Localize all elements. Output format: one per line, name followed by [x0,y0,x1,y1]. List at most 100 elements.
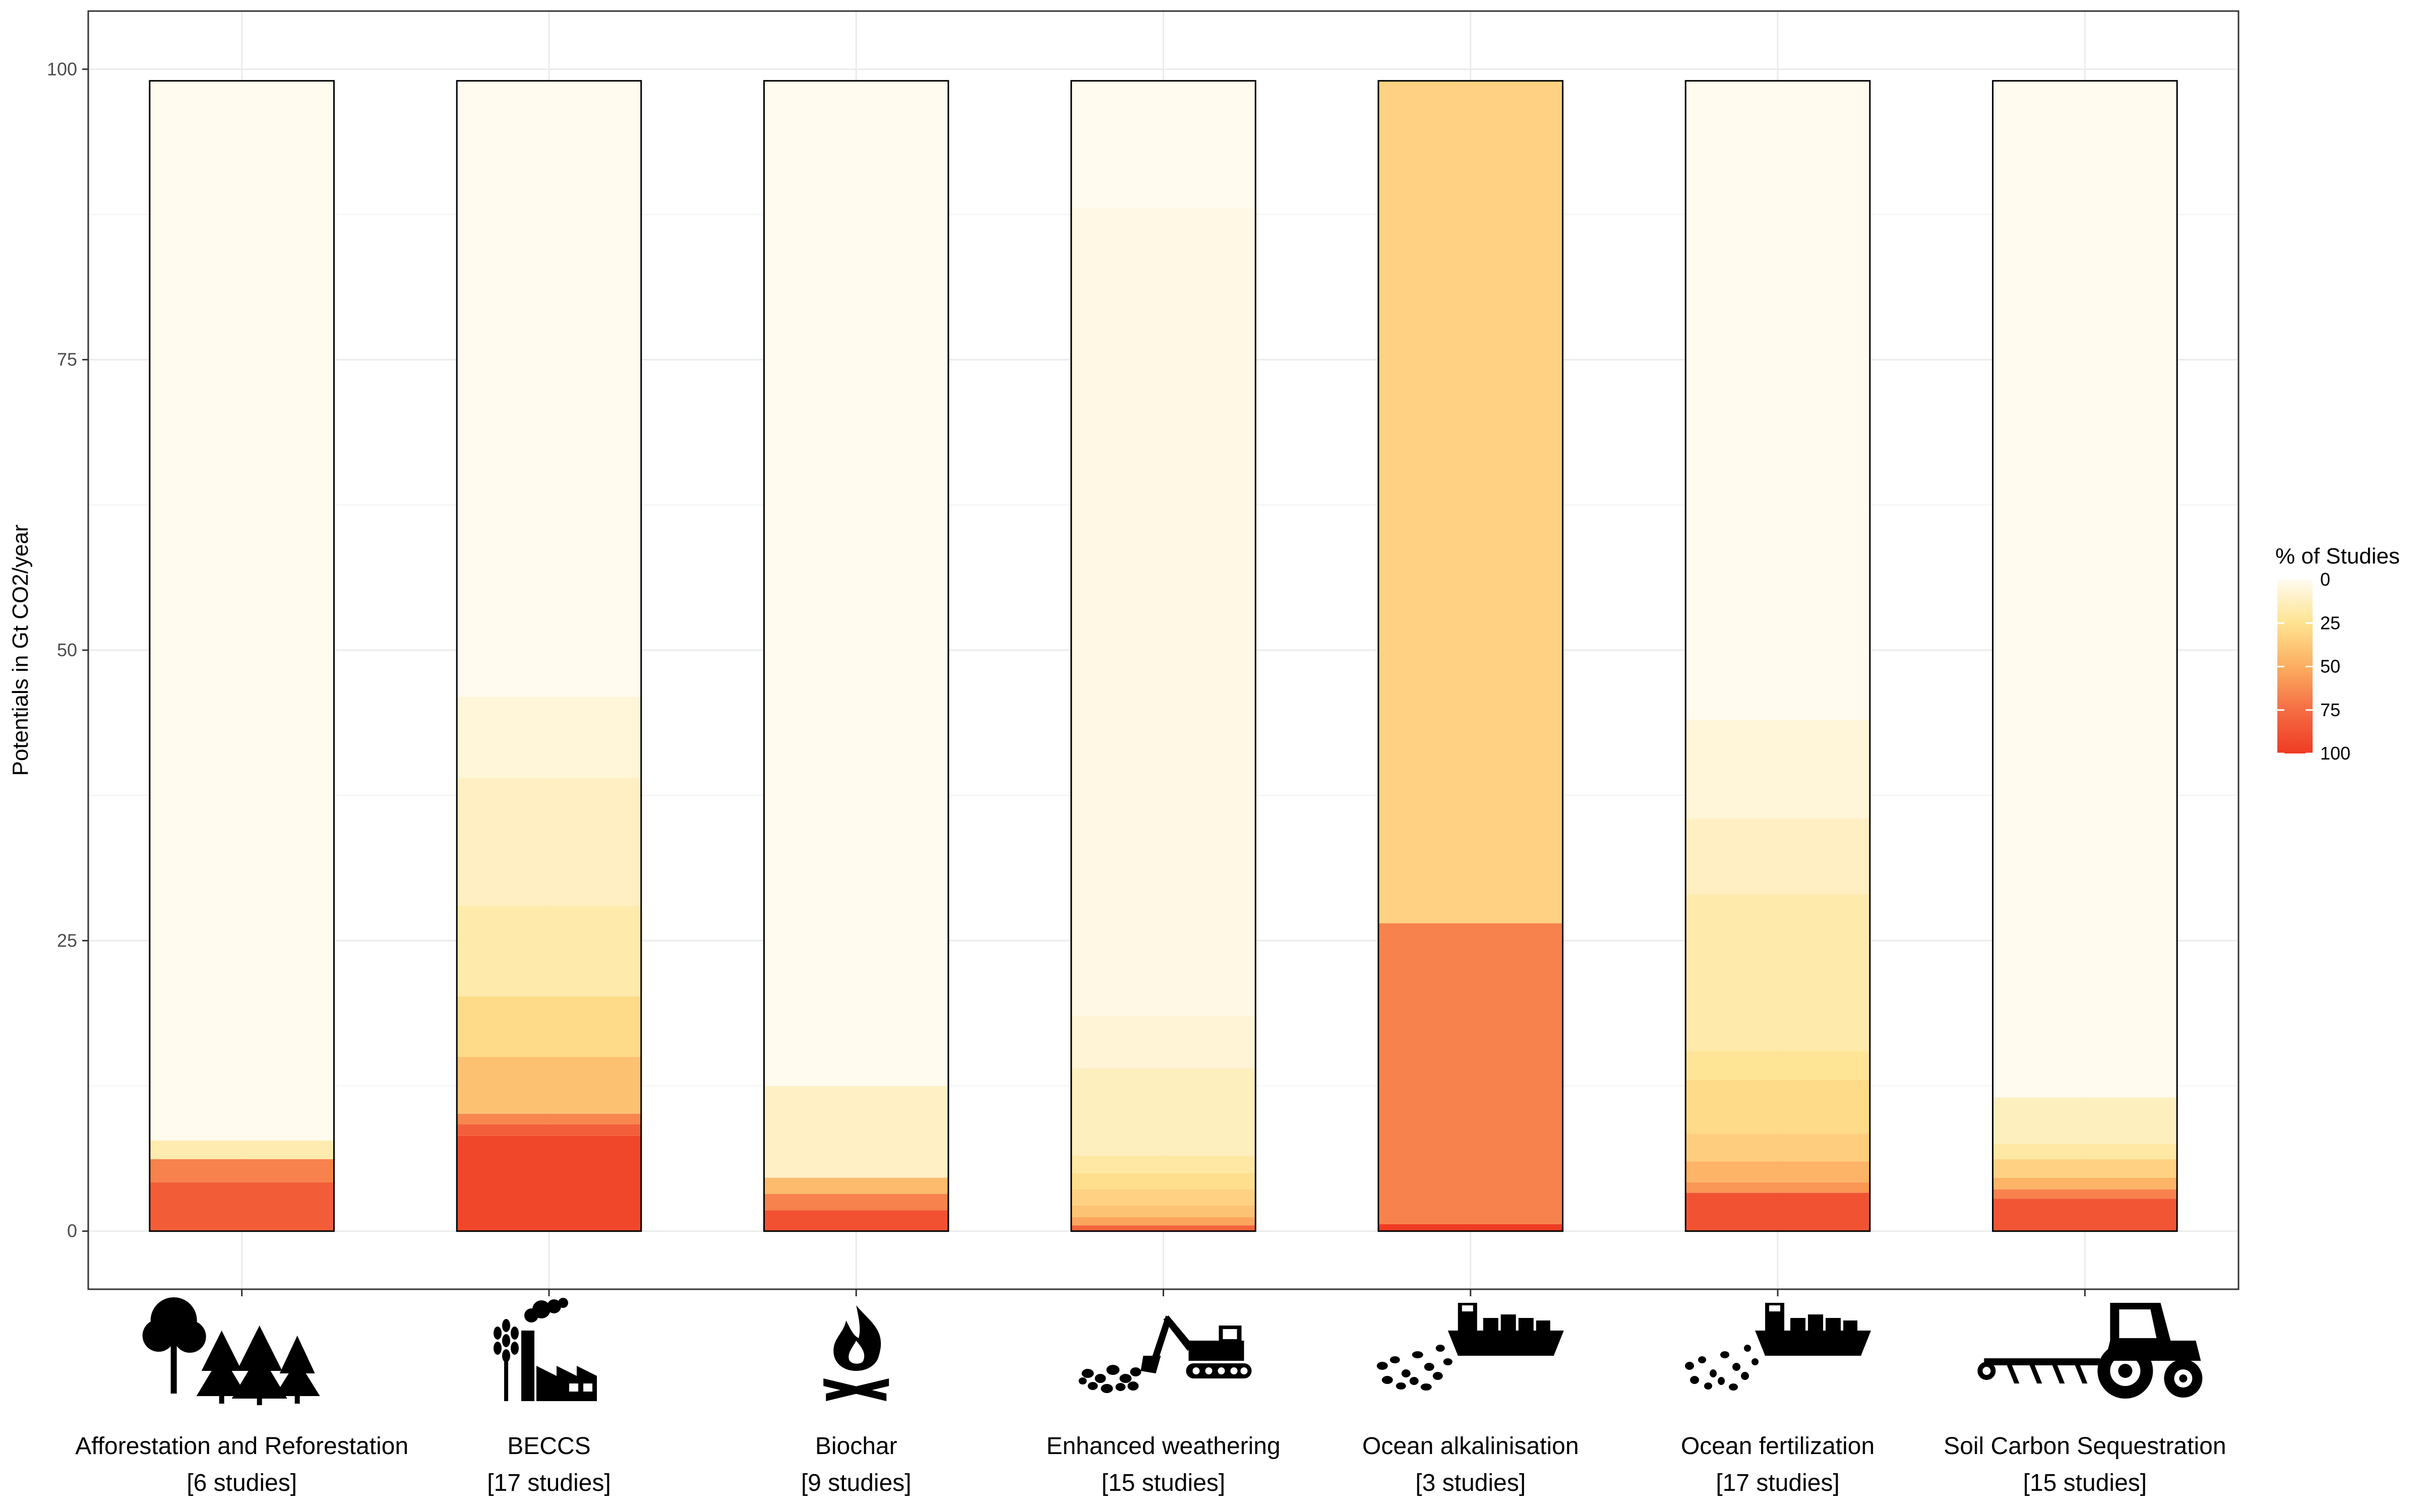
bar-outline [1992,80,2178,1232]
x-category-label: Afforestation and Reforestation [75,1433,408,1460]
bar-segment [1992,81,2177,1098]
bar-segment [1071,208,1256,1017]
bar-segment [457,1124,641,1136]
bar-ocean-fertilization [1684,80,1871,1232]
bar-segment [1071,1189,1256,1206]
y-tick-label: 75 [57,349,77,370]
excavator-rocks-icon [1078,1315,1252,1393]
legend-tick-label: 25 [2320,612,2340,633]
bar-segment [1992,1144,2177,1159]
y-tick-label: 100 [47,58,77,79]
bar-soil-carbon-sequestration [1992,80,2178,1232]
bar-segment [149,1140,334,1159]
bar-segment [1685,818,1870,895]
bar-segment [457,1113,641,1124]
x-category-studies: [9 studies] [801,1470,912,1496]
bar-segment [1071,81,1256,209]
bar-segment [1685,720,1870,819]
bar-biochar [763,80,949,1232]
x-category-label: Ocean alkalinisation [1362,1433,1579,1460]
bar-segment [1992,1189,2177,1199]
bar-segment [1071,1068,1256,1156]
bar-outline [456,80,642,1232]
bar-segment [1685,1161,1870,1182]
legend-tick-label: 50 [2320,656,2340,677]
legend-tick-label: 0 [2320,569,2330,590]
x-category-label: Soil Carbon Sequestration [1944,1433,2226,1460]
x-category-studies: [17 studies] [487,1470,611,1496]
bar-segment [1071,1206,1256,1218]
bar-segment [1071,1155,1256,1173]
bar-segment [149,1182,334,1231]
bar-segment [457,81,641,697]
bar-segment [764,1210,948,1231]
y-tick-label: 0 [67,1221,77,1241]
bar-enhanced-weathering [1070,80,1256,1232]
y-tick-label: 50 [57,640,77,660]
bar-segment [1685,1080,1870,1134]
bar-outline [1377,80,1564,1232]
bar-ocean-alkalinisation [1377,80,1564,1232]
bar-segment [1992,1177,2177,1189]
bar-outline [1070,80,1256,1232]
x-category-label: Biochar [815,1433,897,1460]
bar-segment [1685,81,1870,720]
y-axis: 0 25 50 75 100 [47,58,88,1241]
fire-icon [823,1305,889,1401]
bar-segment [457,1136,641,1231]
bar-segment [1992,1097,2177,1144]
bar-segment [1685,894,1870,1051]
x-category-studies: [3 studies] [1415,1470,1526,1496]
bar-segment [457,697,641,778]
bar-segment [1071,1217,1256,1226]
x-category-studies: [15 studies] [1102,1470,1225,1496]
bar-segment [1378,81,1563,923]
x-category-studies: [6 studies] [187,1470,297,1496]
bar-segment [1685,1051,1870,1081]
bars-group [149,80,2178,1232]
ship-particles-icon [1685,1303,1871,1391]
x-axis: Afforestation and Reforestation [6 studie… [75,1289,2226,1496]
bar-beccs [456,80,642,1232]
bar-segment [1685,1182,1870,1193]
bar-segment [1685,1133,1870,1162]
bar-afforestation-and-reforestation [149,80,335,1232]
legend-title: % of Studies [2275,544,2400,569]
bar-segment [149,81,334,1141]
trees-icon [142,1297,320,1405]
y-axis-title: Potentials in Gt CO2/year [8,525,33,776]
bar-segment [457,906,641,997]
bar-segment [1071,1225,1256,1231]
legend: % of Studies 0 25 50 75 100 [2275,544,2400,764]
tractor-plow-icon [1977,1303,2203,1399]
bar-segment [1992,1159,2177,1178]
bar-segment [1992,1199,2177,1231]
bar-segment [149,1159,334,1182]
x-category-label: Ocean fertilization [1681,1433,1874,1460]
legend-tick-label: 75 [2320,700,2340,720]
bar-segment [764,1177,948,1194]
x-category-studies: [17 studies] [1716,1470,1839,1496]
bar-outline [149,80,335,1232]
ship-rocks-icon [1376,1303,1564,1391]
x-category-label: BECCS [507,1433,590,1460]
legend-tick-label: 100 [2320,743,2350,764]
factory-wheat-icon [493,1298,597,1401]
y-tick-label: 25 [57,930,77,951]
bar-segment [1071,1173,1256,1189]
bar-segment [1378,1224,1563,1231]
bar-segment [457,996,641,1057]
bar-outline [763,80,949,1232]
bar-segment [457,1056,641,1114]
x-category-studies: [15 studies] [2023,1470,2147,1496]
bar-segment [764,1193,948,1211]
bar-segment [764,81,948,1086]
x-category-label: Enhanced weathering [1046,1433,1280,1460]
bar-segment [1378,923,1563,1224]
bar-segment [1071,1016,1256,1068]
bar-segment [457,778,641,906]
bar-segment [764,1086,948,1178]
bar-outline [1684,80,1871,1232]
bar-segment [1685,1192,1870,1231]
